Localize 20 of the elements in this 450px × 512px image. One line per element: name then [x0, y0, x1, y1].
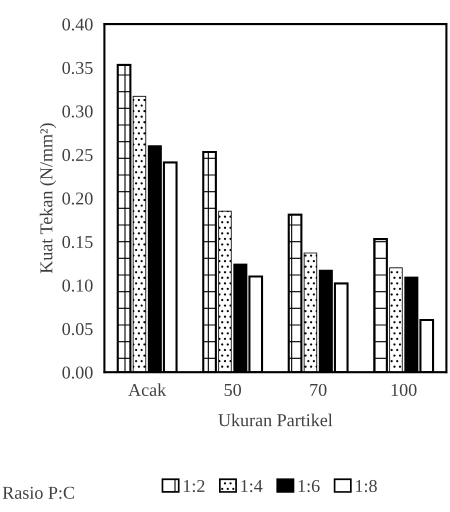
y-tick-label: 0.10 [62, 279, 93, 292]
x-axis-title: Ukuran Partikel [218, 414, 332, 426]
legend-title: Rasio P:C [2, 486, 74, 499]
y-tick-label: 0.05 [62, 322, 93, 336]
y-tick-label: 0.35 [62, 62, 93, 74]
y-axis-title: Kuat Tekan (N/mm²) [40, 123, 56, 274]
legend-label: 1:6 [298, 480, 320, 492]
y-tick-label: 0.30 [62, 105, 93, 118]
x-tick-label: Acak [128, 383, 166, 396]
legend-label: 1:2 [184, 480, 204, 492]
y-tick-label: 0.15 [62, 236, 93, 248]
legend-label: 1:8 [356, 480, 377, 492]
x-tick-label: 100 [392, 384, 417, 396]
y-tick-label: 0.20 [62, 192, 93, 205]
y-tick-label: 0.25 [62, 148, 93, 162]
y-tick-label: 0.40 [62, 18, 93, 31]
legend-label: 1:4 [241, 480, 262, 492]
y-tick-label: 0.00 [62, 366, 93, 379]
x-tick-label: 70 [310, 384, 326, 396]
x-tick-label: 50 [224, 384, 241, 396]
